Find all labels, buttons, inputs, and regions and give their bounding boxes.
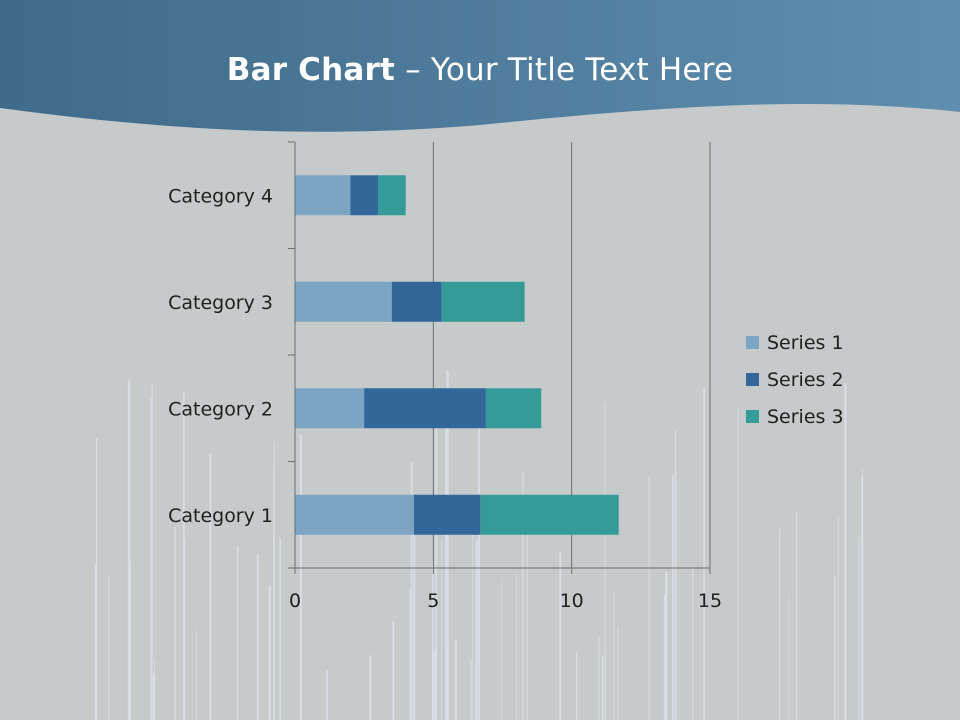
bars xyxy=(295,175,619,535)
category-label: Category 3 xyxy=(168,292,273,314)
bar xyxy=(364,388,486,429)
x-tick-label: 10 xyxy=(560,590,584,612)
axes xyxy=(288,141,711,574)
legend-item: Series 2 xyxy=(746,361,886,398)
header-band xyxy=(0,0,960,132)
category-label: Category 4 xyxy=(168,185,273,207)
category-labels: Category 1 Category 2 Category 3 Category 4 xyxy=(168,185,273,527)
x-tick-label: 0 xyxy=(289,590,301,612)
x-tick-label: 15 xyxy=(698,590,722,612)
bar xyxy=(295,281,392,322)
category-label: Category 1 xyxy=(168,505,273,527)
legend-label: Series 1 xyxy=(767,331,844,354)
background-ticker-lines xyxy=(94,370,864,720)
bar xyxy=(295,494,414,535)
category-label: Category 2 xyxy=(168,398,273,420)
bar xyxy=(295,175,351,216)
legend-swatch xyxy=(746,410,759,423)
legend-swatch xyxy=(746,373,759,386)
bar xyxy=(485,388,542,429)
legend-label: Series 2 xyxy=(767,368,844,391)
legend-label: Series 3 xyxy=(767,405,844,428)
bar xyxy=(378,175,406,216)
title-rest: – Your Title Text Here xyxy=(395,52,734,88)
bar xyxy=(480,494,619,535)
legend: Series 1 Series 2 Series 3 xyxy=(746,324,886,435)
bar xyxy=(295,388,365,429)
legend-item: Series 3 xyxy=(746,398,886,435)
legend-swatch xyxy=(746,336,759,349)
bar xyxy=(391,281,442,322)
bar xyxy=(441,281,525,322)
bar xyxy=(350,175,378,216)
legend-item: Series 1 xyxy=(746,324,886,361)
x-tick-labels: 0 5 10 15 xyxy=(289,590,722,612)
x-tick-label: 5 xyxy=(427,590,439,612)
title-bold: Bar Chart xyxy=(226,52,396,88)
bar xyxy=(413,494,481,535)
slide-title: Bar Chart – Your Title Text Here xyxy=(0,52,960,88)
